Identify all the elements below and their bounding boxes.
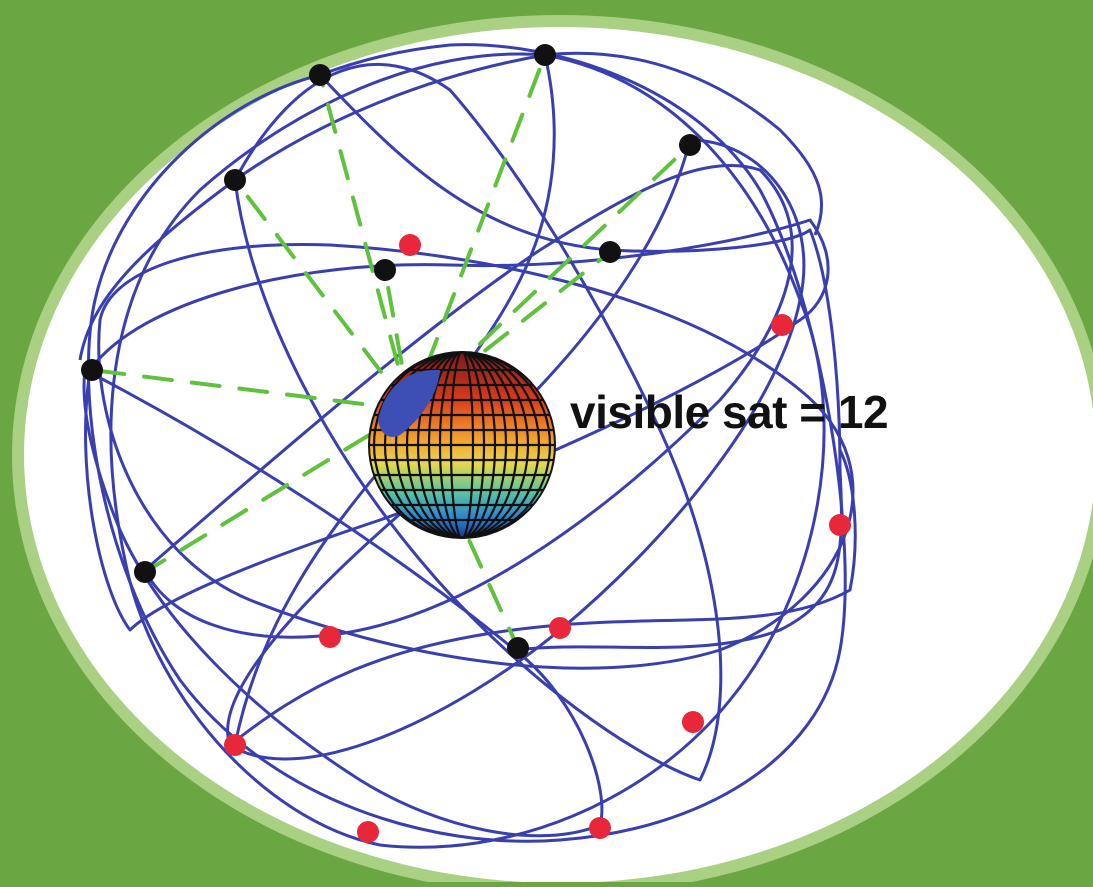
earth-longitude-line: [438, 352, 486, 538]
black-dot-icon: [679, 134, 701, 156]
earth-globe-icon: [368, 351, 556, 539]
orbit-path: [233, 62, 723, 782]
sight-line: [408, 408, 520, 650]
red-dot-icon: [319, 626, 341, 648]
sight-line: [90, 368, 412, 412]
visible-count-text: visible sat = 12: [570, 386, 889, 438]
black-dot-icon: [507, 637, 529, 659]
orbit-path: [318, 73, 843, 652]
black-dot-icon: [374, 259, 396, 281]
black-dot-icon: [534, 44, 556, 66]
orbit-path: [229, 449, 857, 747]
earth-longitude-line: [449, 352, 475, 538]
observer-cap: [378, 369, 440, 437]
sight-line: [233, 178, 412, 412]
red-dot-icon: [589, 817, 611, 839]
black-dot-icon: [309, 64, 331, 86]
visible-satellite-count-label: visible sat = 12: [540, 385, 889, 439]
sight-line: [143, 408, 412, 574]
black-dot-icon: [599, 241, 621, 263]
red-dot-icon: [549, 617, 571, 639]
earth-longitude-line: [372, 352, 552, 538]
red-dot-icon: [682, 711, 704, 733]
frame-panel: [24, 27, 1093, 883]
orbit-path: [78, 51, 823, 361]
earth-longitude-line: [383, 352, 541, 538]
earth-longitude-line: [405, 352, 519, 538]
black-dot-icon: [134, 561, 156, 583]
red-dot-icon: [357, 821, 379, 843]
label-lead-mark: [540, 385, 570, 439]
earth-longitude-line: [427, 352, 497, 538]
black-dot-icon: [81, 359, 103, 381]
red-dot-icon: [829, 514, 851, 536]
sight-line: [318, 73, 412, 412]
red-dot-icon: [224, 734, 246, 756]
earth-longitude-line: [416, 352, 508, 538]
sight-line: [408, 250, 612, 412]
black-dot-icon: [224, 169, 246, 191]
orbit-path: [87, 43, 847, 843]
satellites: [81, 44, 851, 843]
red-dot-icon: [399, 234, 421, 256]
red-dot-icon: [771, 314, 793, 336]
earth-longitude-line: [394, 352, 530, 538]
sight-line: [408, 53, 547, 412]
orbit-path: [82, 368, 604, 838]
